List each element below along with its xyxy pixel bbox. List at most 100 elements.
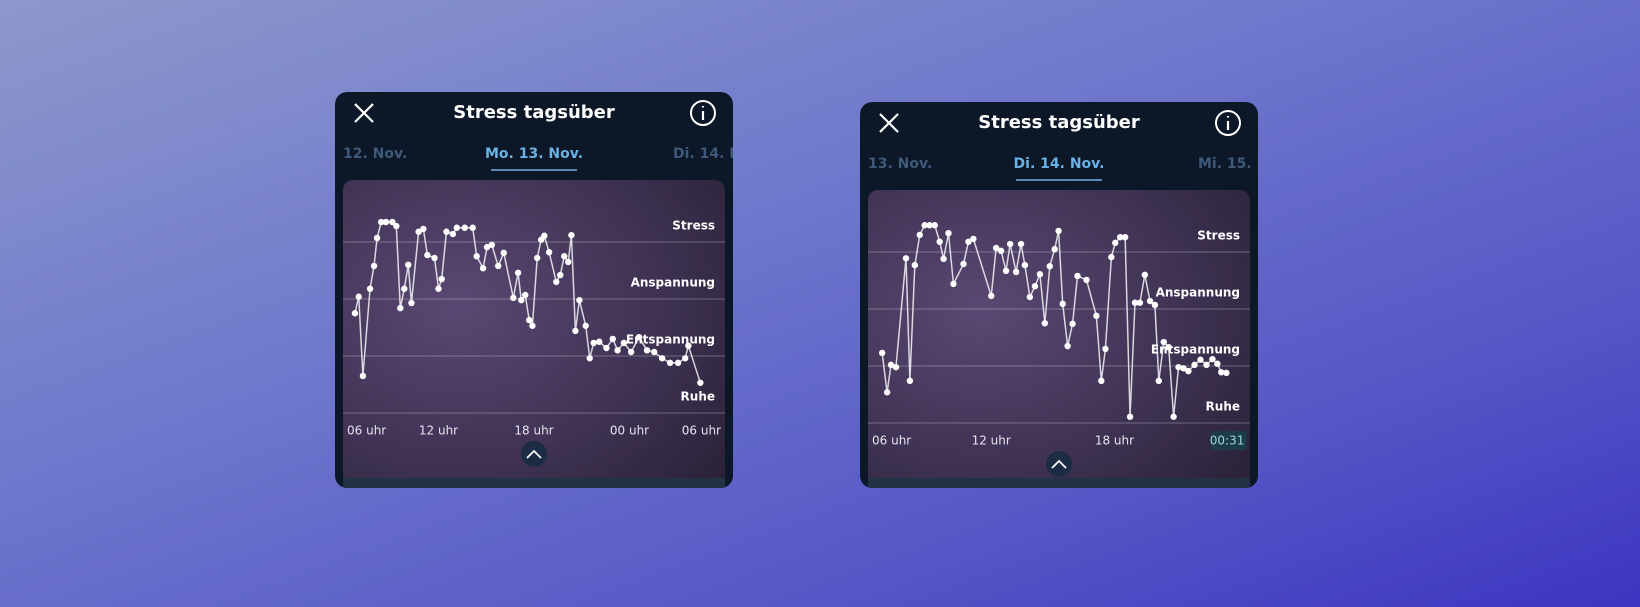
data-point — [931, 222, 938, 229]
data-point — [1017, 240, 1025, 248]
x-tick-label: 06 uhr — [872, 434, 911, 448]
data-point — [1214, 360, 1221, 367]
data-point — [582, 322, 589, 329]
data-point — [1074, 272, 1081, 280]
data-point — [1021, 261, 1029, 269]
card-footer — [868, 478, 1250, 488]
card-footer — [343, 478, 725, 488]
y-tick-label: Entspannung — [626, 333, 715, 347]
data-point — [565, 258, 572, 266]
close-icon — [354, 103, 374, 123]
data-point — [545, 249, 553, 256]
data-point — [1141, 271, 1149, 278]
y-tick-label: Ruhe — [681, 390, 715, 404]
data-point — [1185, 367, 1192, 375]
data-point — [1155, 377, 1163, 385]
tab-current[interactable]: Mo. 13. Nov. — [485, 146, 583, 162]
data-point — [960, 260, 967, 268]
data-point — [443, 228, 450, 235]
expand-button[interactable] — [521, 441, 547, 467]
data-point — [382, 218, 390, 226]
data-point — [1160, 338, 1167, 346]
data-point — [453, 224, 461, 231]
data-point — [878, 349, 886, 357]
data-point — [359, 372, 367, 380]
x-tick-label: 12 uhr — [972, 434, 1011, 448]
x-tick-label: 06 uhr — [682, 424, 721, 438]
x-tick-label: 12 uhr — [419, 424, 458, 438]
data-point — [514, 269, 522, 276]
expand-chevron — [1051, 459, 1067, 469]
expand-button[interactable] — [1046, 451, 1072, 477]
data-point — [988, 292, 995, 300]
data-point — [355, 293, 362, 300]
data-point — [1031, 283, 1039, 290]
data-point — [366, 285, 374, 292]
data-point — [1059, 300, 1066, 308]
info-button[interactable] — [690, 100, 716, 126]
data-point — [351, 310, 359, 317]
data-point — [883, 389, 891, 396]
data-point — [596, 338, 603, 345]
x-tick-label: 00:31 — [1210, 434, 1245, 448]
info-circle — [1215, 110, 1241, 136]
data-point — [1069, 320, 1076, 328]
data-point — [408, 299, 415, 307]
close-button[interactable] — [879, 113, 899, 133]
data-point — [916, 231, 923, 239]
expand-circle — [521, 441, 547, 467]
data-point — [906, 377, 914, 385]
data-point — [627, 348, 635, 356]
info-circle — [690, 100, 716, 126]
tab-current[interactable]: Di. 14. Nov. — [1014, 156, 1105, 172]
data-point — [1165, 343, 1172, 351]
data-point — [1151, 301, 1159, 309]
data-point — [568, 231, 575, 239]
data-point — [1180, 365, 1187, 372]
data-point — [590, 339, 597, 347]
data-point — [526, 316, 533, 324]
data-point — [1036, 271, 1044, 278]
y-tick-label: Anspannung — [631, 276, 715, 290]
tab-next[interactable]: Mi. 15. N — [1198, 156, 1268, 172]
data-point — [921, 222, 928, 229]
data-point — [561, 253, 568, 260]
x-tick-label: 06 uhr — [347, 424, 386, 438]
data-point — [945, 229, 952, 237]
close-button[interactable] — [354, 103, 374, 123]
y-tick-label: Entspannung — [1151, 343, 1240, 357]
tab-prev[interactable]: 13. Nov. — [868, 156, 932, 172]
data-point — [892, 363, 900, 371]
data-point — [518, 296, 525, 304]
tab-prev[interactable]: 12. Nov. — [343, 146, 407, 162]
current-time-box — [1210, 431, 1247, 450]
data-point — [533, 254, 541, 262]
y-tick-label: Stress — [672, 219, 715, 233]
data-point — [965, 238, 972, 245]
data-point — [940, 255, 947, 263]
data-point — [1223, 369, 1230, 377]
expand-chevron — [526, 449, 542, 459]
data-point — [576, 296, 583, 304]
data-point — [603, 344, 610, 352]
data-point — [389, 218, 396, 226]
data-point — [614, 347, 621, 354]
data-point — [936, 238, 943, 245]
data-point — [650, 348, 658, 356]
data-point — [1026, 293, 1034, 301]
data-point — [488, 241, 496, 249]
data-point — [997, 247, 1005, 255]
data-point — [685, 342, 692, 349]
data-point — [415, 228, 422, 235]
x-tick-label: 18 uhr — [1095, 434, 1134, 448]
data-point — [887, 361, 895, 369]
tab-next[interactable]: Di. 14. N — [673, 146, 741, 162]
data-point — [424, 251, 431, 259]
data-point — [557, 271, 564, 279]
data-point — [378, 218, 385, 226]
data-point — [479, 265, 487, 272]
data-point — [902, 255, 910, 262]
data-point — [494, 262, 502, 270]
info-button[interactable] — [1215, 110, 1241, 136]
data-point — [1102, 345, 1109, 353]
